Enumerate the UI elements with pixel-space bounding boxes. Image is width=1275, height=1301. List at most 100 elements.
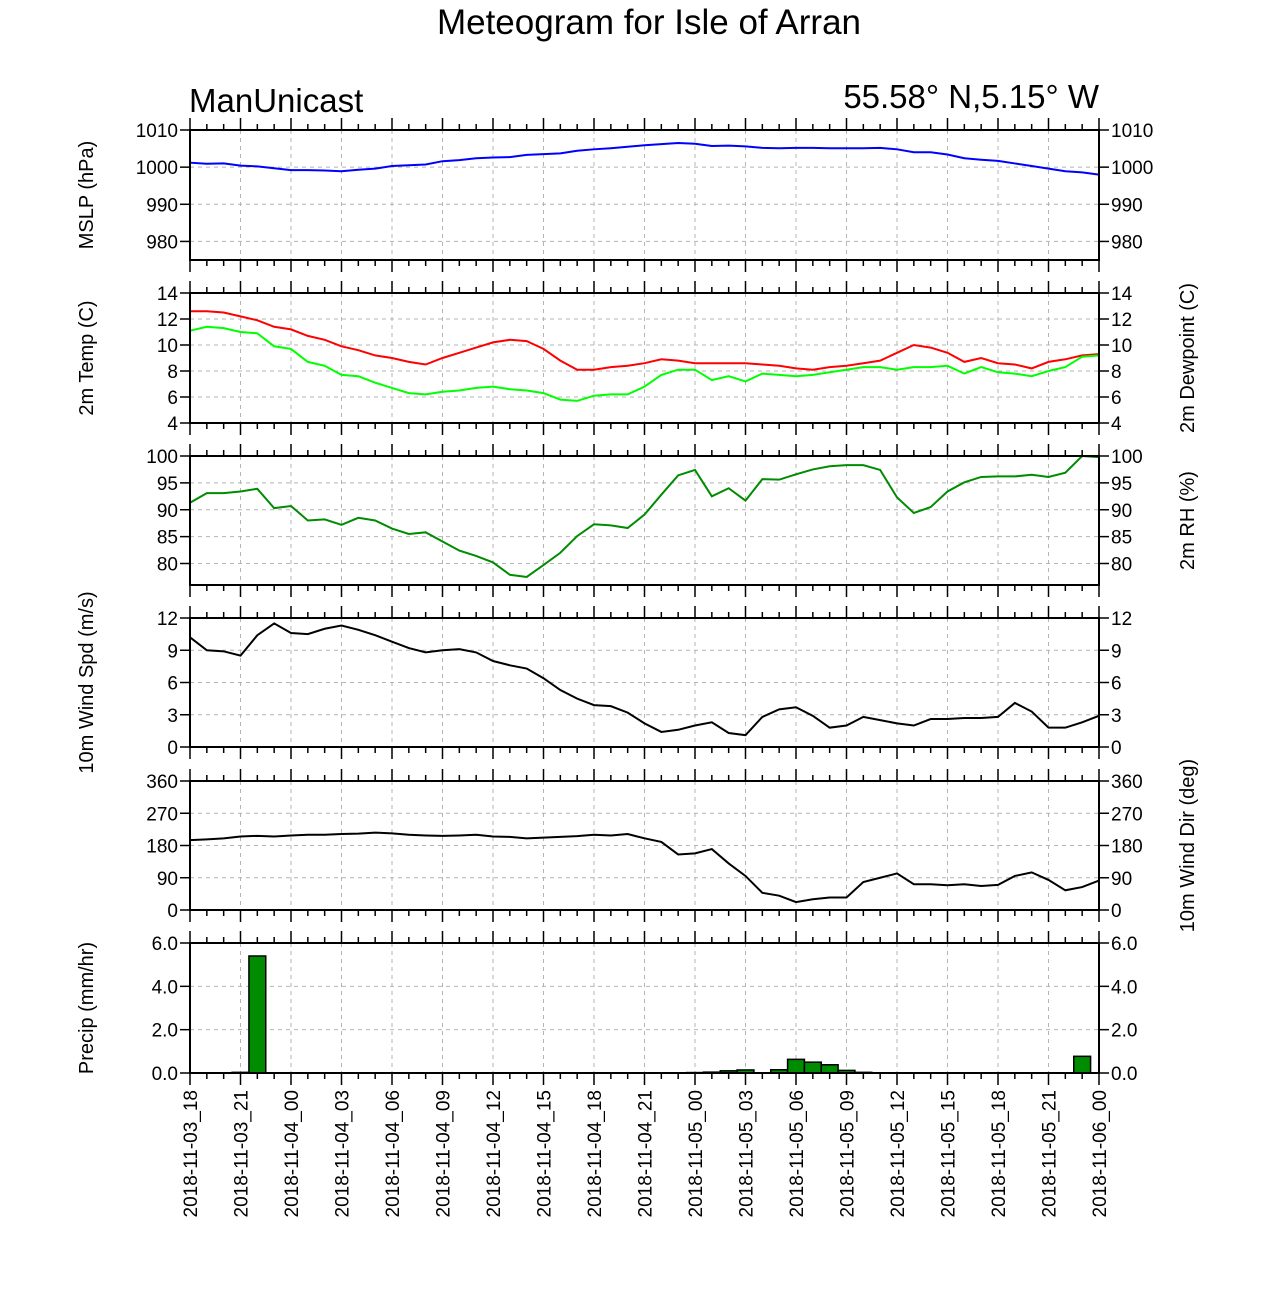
x-tick-label: 2018-11-05_00 [686,1090,707,1217]
panel-wind_speed: 0 0 3 3 6 6 9 9 12 12 10m Wind Spd (m/s) [76,591,1132,773]
y-tick-label-left: 12 [157,609,178,630]
y-tick-label-right: 4 [1111,414,1122,435]
y-tick-label-right: 0.0 [1111,1064,1137,1085]
y-tick-label-right: 9 [1111,641,1122,662]
y-tick-label-right: 270 [1111,804,1143,825]
y-axis-label-right: 2m RH (%) [1177,471,1199,570]
panel-rh: 80 80 85 85 90 90 95 95 100 100 2m RH (%) [146,444,1199,597]
precip-bar [803,1061,823,1074]
y-tick-label-left: 90 [157,501,178,522]
y-tick-label-right: 14 [1111,284,1133,305]
x-tick-label: 2018-11-05_18 [989,1090,1010,1217]
x-tick-label: 2018-11-04_00 [282,1090,303,1217]
x-tick-label: 2018-11-04_03 [333,1090,354,1217]
y-tick-label-right: 4.0 [1111,977,1137,998]
y-tick-label-right: 6.0 [1111,934,1137,955]
x-tick-label: 2018-11-04_09 [434,1090,455,1217]
y-tick-label-right: 85 [1111,528,1132,549]
y-tick-label-left: 90 [157,869,178,890]
panel-mslp: 980 980 990 990 1000 1000 1010 1010 MSLP (hPa) [76,118,1153,272]
y-tick-label-left: 100 [146,447,178,468]
y-tick-label-right: 8 [1111,362,1122,383]
series-line-mslp [189,141,1100,176]
y-tick-label-left: 8 [167,362,178,383]
y-axis-label-left: 10m Wind Spd (m/s) [76,591,98,773]
y-tick-label-left: 12 [157,310,178,331]
y-tick-label-left: 95 [157,474,178,495]
x-axis: 2018-11-03_18 2018-11-03_21 2018-11-04_00 2… [181,1090,1111,1217]
y-tick-label-left: 1010 [136,121,178,142]
y-tick-label-right: 10 [1111,336,1132,357]
y-tick-label-left: 360 [146,772,178,793]
source-label: ManUnicast [189,82,363,119]
panel-precip: 0.0 0.0 2.0 2.0 4.0 4.0 6.0 6.0 Precip (mm/hr) [76,931,1137,1085]
precip-bar [1073,1055,1092,1074]
y-tick-label-left: 9 [167,641,178,662]
y-tick-label-left: 0 [167,901,178,922]
y-axis-label-left: 2m Temp (C) [76,300,98,415]
y-tick-label-right: 980 [1111,232,1143,253]
y-tick-label-right: 80 [1111,555,1132,576]
y-tick-label-left: 85 [157,528,178,549]
series-line-rh [189,454,1100,578]
y-tick-label-left: 2.0 [152,1021,178,1042]
x-tick-label: 2018-11-04_06 [383,1090,404,1217]
x-tick-label: 2018-11-05_03 [737,1090,758,1217]
y-tick-label-left: 4 [167,414,178,435]
y-tick-label-right: 95 [1111,474,1132,495]
y-tick-label-right: 90 [1111,869,1132,890]
y-axis-label-right: 2m Dewpoint (C) [1177,283,1199,433]
x-tick-label: 2018-11-05_21 [1040,1090,1061,1217]
y-tick-label-left: 14 [157,284,179,305]
x-tick-label: 2018-11-03_18 [181,1090,202,1217]
precip-bar [820,1064,839,1074]
y-tick-label-right: 1010 [1111,121,1153,142]
y-tick-label-right: 1000 [1111,158,1153,179]
y-tick-label-left: 6 [167,388,178,409]
y-tick-label-right: 990 [1111,195,1143,216]
panel-frame [189,292,1100,424]
y-tick-label-left: 1000 [136,158,178,179]
y-axis-label-left: Precip (mm/hr) [76,942,98,1074]
y-tick-label-left: 0.0 [152,1064,178,1085]
y-tick-label-right: 0 [1111,901,1122,922]
y-tick-label-left: 3 [167,706,178,727]
x-tick-label: 2018-11-06_00 [1090,1090,1111,1217]
y-tick-label-right: 12 [1111,609,1132,630]
y-axis-label-right: 10m Wind Dir (deg) [1177,759,1199,932]
precip-bar [248,955,267,1074]
panel-temp: 4 4 6 6 8 8 10 10 12 12 14 14 2m Temp (C) 2m Dewpoint… [76,281,1199,435]
location-label: 55.58° N,5.15° W [843,78,1100,115]
x-tick-label: 2018-11-04_15 [535,1090,556,1217]
panel-frame [189,129,1100,261]
x-tick-label: 2018-11-05_06 [787,1090,808,1217]
x-tick-label: 2018-11-03_21 [232,1090,253,1217]
x-tick-label: 2018-11-05_09 [838,1090,859,1217]
y-tick-label-left: 980 [146,232,178,253]
y-tick-label-left: 6 [167,674,178,695]
x-tick-label: 2018-11-05_15 [939,1090,960,1217]
precip-bar [786,1058,806,1074]
x-tick-label: 2018-11-05_12 [888,1090,909,1217]
y-tick-label-right: 12 [1111,310,1132,331]
y-tick-label-left: 270 [146,804,178,825]
y-tick-label-right: 3 [1111,706,1122,727]
y-tick-label-left: 990 [146,195,178,216]
series-line-temp [190,310,1100,371]
y-axis-label-left: MSLP (hPa) [76,141,98,250]
y-tick-label-left: 6.0 [152,934,178,955]
panel-frame [189,617,1100,748]
panel-frame [189,942,1100,1074]
y-tick-label-right: 6 [1111,674,1122,695]
y-tick-label-right: 6 [1111,388,1122,409]
y-tick-label-right: 360 [1111,772,1143,793]
chart-title: Meteogram for Isle of Arran [437,3,861,42]
y-tick-label-left: 4.0 [152,977,178,998]
series-line-dewpoint [189,325,1100,402]
series-line-wind [189,831,1100,904]
series-line-wind [189,622,1100,737]
x-tick-label: 2018-11-04_12 [484,1090,505,1217]
panel-wind_dir: 0 0 90 90 180 180 270 270 360 360 10m Wind Dir (de… [146,759,1199,932]
